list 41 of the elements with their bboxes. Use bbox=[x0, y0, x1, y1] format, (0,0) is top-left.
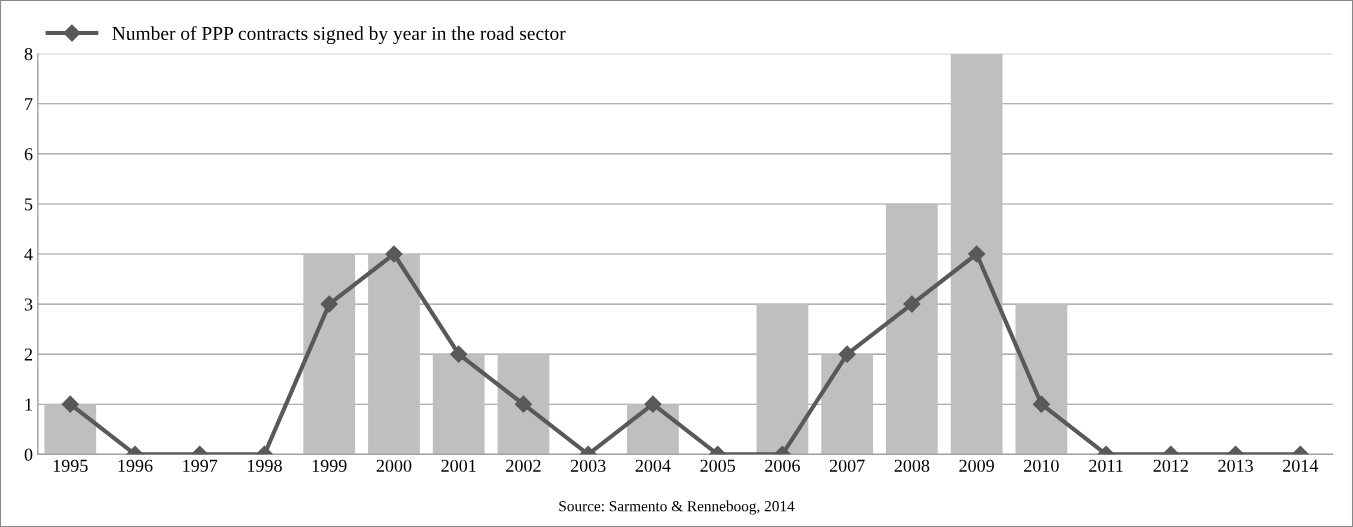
bar bbox=[1015, 304, 1068, 455]
x-tick-label: 1996 bbox=[118, 459, 153, 472]
x-tick-label: 2002 bbox=[506, 459, 541, 472]
y-tick-label: 2 bbox=[24, 348, 33, 361]
x-tick-label: 1998 bbox=[248, 459, 282, 472]
x-tick-label: 2008 bbox=[894, 459, 930, 472]
source-note: Source: Sarmento & Renneboog, 2014 bbox=[559, 500, 795, 515]
bar bbox=[432, 354, 485, 455]
y-tick-label: 3 bbox=[24, 298, 33, 311]
bar bbox=[368, 254, 420, 455]
x-tick-label: 2012 bbox=[1153, 459, 1188, 472]
y-tick-label: 0 bbox=[24, 448, 33, 461]
x-tick-label: 2005 bbox=[700, 459, 736, 472]
x-tick-label: 2014 bbox=[1283, 459, 1319, 472]
x-tick-label: 2000 bbox=[376, 459, 412, 472]
bar bbox=[821, 354, 874, 455]
x-tick-label: 1995 bbox=[53, 459, 88, 472]
x-tick-label: 2009 bbox=[959, 459, 994, 472]
bar bbox=[44, 404, 97, 455]
y-tick-label: 1 bbox=[25, 398, 32, 411]
y-tick-label: 7 bbox=[25, 98, 33, 111]
y-tick-label: 6 bbox=[24, 148, 33, 161]
x-tick-label: 2011 bbox=[1089, 459, 1123, 472]
x-tick-label: 1997 bbox=[183, 459, 218, 472]
x-tick-label: 2001 bbox=[441, 459, 476, 472]
y-tick-label: 4 bbox=[24, 248, 33, 261]
bar bbox=[950, 53, 1003, 455]
bar bbox=[497, 354, 550, 455]
bar bbox=[885, 203, 938, 455]
bar bbox=[756, 304, 809, 455]
legend-label: Number of PPP contracts signed by year in the road sector bbox=[112, 26, 566, 45]
y-tick-label: 5 bbox=[25, 198, 33, 211]
x-tick-label: 2013 bbox=[1218, 459, 1253, 472]
y-tick-label: 8 bbox=[24, 48, 33, 61]
x-tick-label: 2010 bbox=[1024, 459, 1059, 472]
x-tick-label: 2003 bbox=[570, 459, 606, 472]
bar bbox=[303, 254, 356, 455]
x-tick-label: 1999 bbox=[312, 459, 347, 472]
x-tick-label: 2006 bbox=[765, 459, 800, 472]
x-tick-label: 2007 bbox=[829, 459, 865, 472]
x-tick-label: 2004 bbox=[635, 459, 671, 472]
